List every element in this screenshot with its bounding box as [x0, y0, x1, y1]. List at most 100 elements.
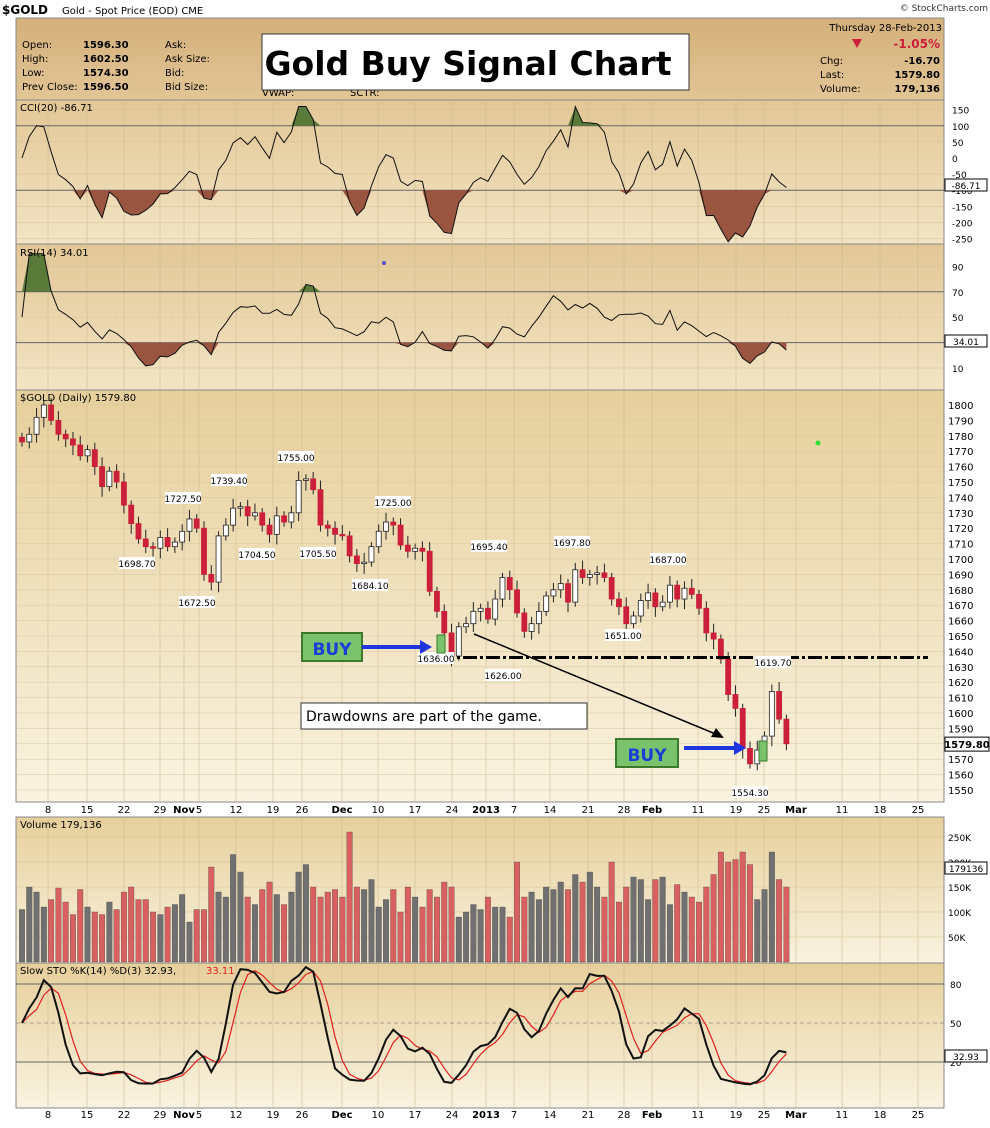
candle-body: [732, 694, 739, 709]
volume-bar: [295, 871, 302, 963]
volume-bar: [339, 896, 346, 963]
x-tick-label: Mar: [785, 805, 807, 816]
stochastic-axis-label: 20: [950, 1059, 962, 1069]
volume-bar: [659, 876, 666, 963]
price-axis-label: 1660: [948, 617, 973, 628]
right-quote-label: Chg:: [820, 56, 843, 67]
volume-bar: [346, 831, 353, 963]
x-tick-label: Nov: [173, 1110, 195, 1121]
volume-bar: [703, 886, 710, 963]
candle-body: [674, 584, 681, 600]
candle-body: [113, 470, 120, 483]
rsi-line: [21, 253, 787, 367]
quote-value: 1596.30: [83, 40, 129, 51]
candle-body: [667, 584, 673, 603]
stochastic-panel: [15, 962, 945, 1109]
candle-body: [332, 527, 338, 535]
swing-label-bg: [211, 474, 247, 486]
candle-body: [303, 478, 309, 481]
volume-bar: [528, 891, 535, 963]
description-label: Gold - Spot Price (EOD) CME: [62, 6, 203, 17]
volume-bar: [776, 879, 783, 963]
x-tick-label: 29: [154, 805, 167, 816]
volume-bar: [361, 889, 368, 963]
buy-candle-marker-1: [436, 634, 446, 654]
x-tick-label: 11: [836, 1110, 849, 1121]
x-tick-label: 18: [874, 805, 887, 816]
buy-arrowhead-2: [734, 741, 746, 755]
price-axis-label: 1650: [948, 632, 973, 643]
swing-label-bg: [352, 579, 388, 591]
candle-body: [572, 569, 579, 603]
price-axis-label: 1630: [948, 663, 973, 674]
price-axis-label: 1730: [948, 509, 973, 520]
rsi-value-box: [944, 334, 988, 348]
volume-bar: [237, 871, 244, 963]
x-tick-label: 2013: [472, 805, 500, 816]
volume-bar: [33, 891, 40, 963]
candle-body: [710, 632, 717, 640]
candle-body: [252, 512, 258, 517]
candle-body: [244, 506, 251, 517]
swing-label-bg: [300, 547, 336, 559]
swing-price-label: 1725.00: [374, 499, 411, 509]
candle-body: [630, 615, 637, 625]
swing-label-bg: [119, 557, 155, 569]
x-tick-label: 24: [446, 1110, 459, 1121]
volume-bar: [19, 909, 25, 963]
volume-bar: [106, 901, 113, 963]
price-axis-label: 1800: [948, 401, 973, 412]
bidask-label: Ask Size:: [165, 54, 210, 65]
stochastic-axis-label: 50: [950, 1020, 962, 1030]
volume-bar: [222, 896, 229, 963]
volume-bar: [186, 921, 193, 963]
volume-bar: [99, 914, 106, 963]
candle-body: [543, 595, 550, 612]
volume-bar: [281, 904, 288, 963]
volume-bar: [484, 896, 491, 963]
candle-body: [339, 533, 346, 537]
volume-bar: [761, 889, 768, 963]
bidask-label: Bid:: [165, 68, 184, 79]
x-tick-label: 19: [267, 805, 280, 816]
rsi-value-label: 34.01: [953, 338, 979, 348]
x-tick-label: 5: [196, 1110, 202, 1121]
x-tick-label: 7: [511, 1110, 517, 1121]
volume-bar: [397, 911, 404, 963]
x-tick-label: Feb: [642, 805, 662, 816]
quote-value: 1596.50: [83, 82, 129, 93]
volume-bar: [244, 896, 251, 963]
volume-bar: [572, 874, 579, 963]
x-tick-label: 21: [582, 1110, 595, 1121]
x-tick-label: 18: [874, 1110, 887, 1121]
candle-body: [455, 626, 462, 657]
candle-body: [70, 438, 76, 446]
volume-bar: [288, 891, 295, 963]
volume-title: Volume 179,136: [20, 820, 102, 831]
candle-body: [230, 507, 237, 526]
volume-bar: [688, 896, 695, 963]
volume-axis-label: 50K: [948, 934, 966, 944]
x-tick-label: 19: [730, 805, 743, 816]
candle-body: [550, 589, 557, 597]
price-axis-label: 1550: [948, 786, 973, 797]
candle-body: [40, 404, 47, 418]
swing-price-label: 1619.70: [754, 659, 791, 669]
cci-axis-label: 100: [952, 123, 969, 133]
price-axis-label: 1700: [948, 555, 973, 566]
candle-body: [222, 524, 229, 537]
swing-label-bg: [375, 496, 411, 508]
stochastic-d-value: 33.11: [206, 966, 235, 977]
volume-bar: [419, 906, 426, 963]
swing-label-bg: [485, 669, 521, 681]
swing-label-bg: [418, 652, 454, 664]
stochastic-title: Slow STO %K(14) %D(3) 32.93,: [20, 966, 176, 977]
volume-bar: [426, 889, 433, 963]
cci-axis-label: -150: [952, 203, 973, 213]
volume-axis-label: 150K: [948, 884, 972, 894]
volume-bar: [157, 914, 164, 963]
rsi-axis-label: 70: [952, 289, 964, 299]
volume-bar: [616, 901, 622, 963]
stochastic-value-box: [944, 1049, 988, 1063]
